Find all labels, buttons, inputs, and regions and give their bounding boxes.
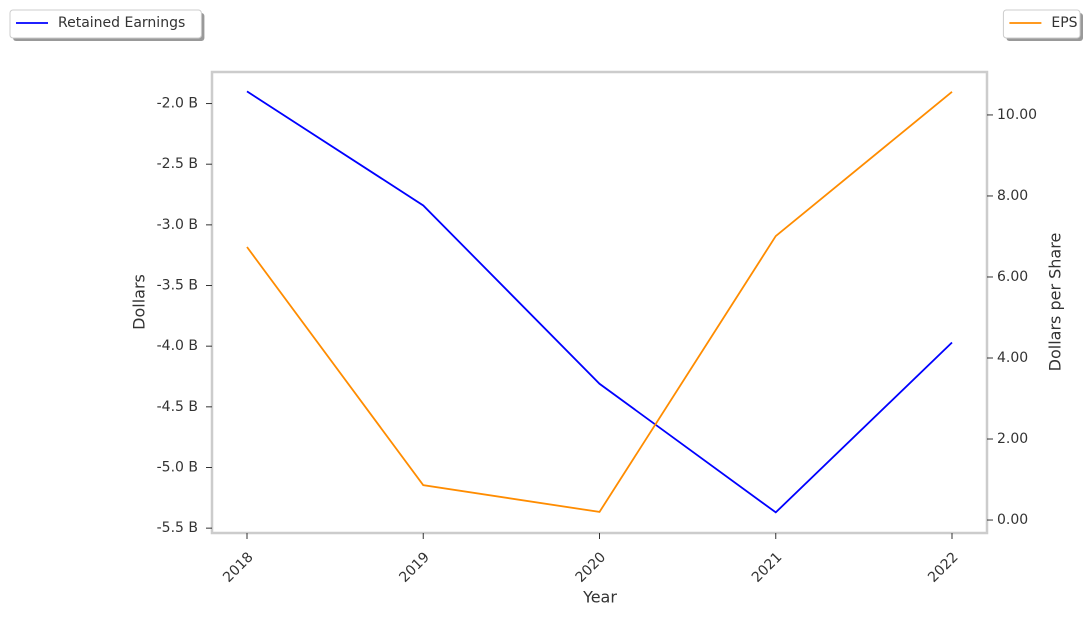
y-tick-label: -5.5 B bbox=[157, 520, 198, 536]
y2-tick-label: 10.00 bbox=[997, 107, 1037, 123]
y-tick-label: -2.5 B bbox=[157, 156, 198, 172]
y2-tick-label: 6.00 bbox=[997, 269, 1028, 285]
y-tick-label: -4.5 B bbox=[157, 399, 198, 415]
line bbox=[246, 90, 953, 514]
x-tick-label: 2021 bbox=[749, 549, 786, 586]
legend-box bbox=[1002, 9, 1081, 39]
y2-tick-label: 4.00 bbox=[997, 350, 1028, 366]
legend-label: EPS bbox=[1051, 15, 1077, 31]
x-tick-label: 2018 bbox=[220, 549, 257, 586]
y-tick-label: -2.0 B bbox=[157, 96, 198, 112]
x-axis-label: Year bbox=[582, 588, 617, 607]
y2-tick-label: 8.00 bbox=[997, 188, 1028, 204]
x-tick-label: 2019 bbox=[396, 549, 433, 586]
y2-axis-label: Dollars per Share bbox=[1046, 233, 1065, 372]
y-tick-label: -5.0 B bbox=[157, 459, 198, 475]
y-tick-label: -4.0 B bbox=[157, 338, 198, 354]
y2-tick-label: 2.00 bbox=[997, 431, 1028, 447]
y-tick-label: -3.0 B bbox=[157, 217, 198, 233]
x-tick-label: 2020 bbox=[573, 549, 610, 586]
line bbox=[246, 91, 953, 513]
legend-label: Retained Earnings bbox=[58, 15, 185, 31]
plot-frame bbox=[210, 70, 989, 535]
legend-box bbox=[9, 9, 202, 39]
y-tick-label: -3.5 B bbox=[157, 278, 198, 294]
y-axis-label: Dollars bbox=[130, 274, 149, 330]
y2-tick-label: 0.00 bbox=[997, 512, 1028, 528]
x-tick-label: 2022 bbox=[925, 549, 962, 586]
